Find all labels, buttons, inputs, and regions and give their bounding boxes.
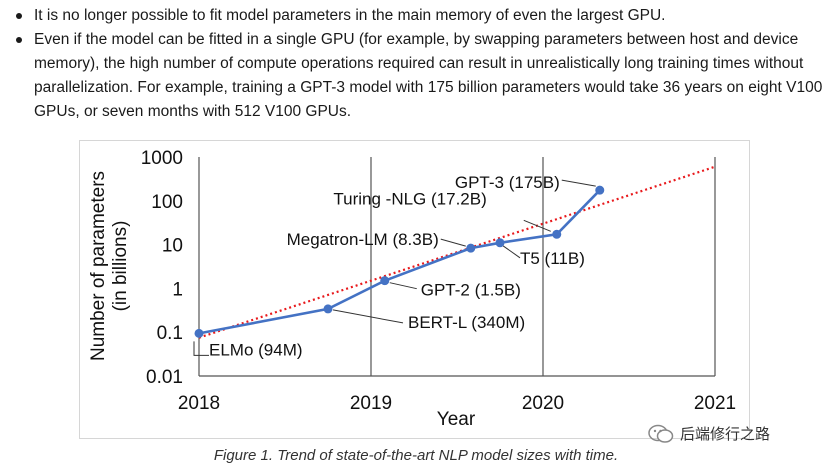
wechat-icon [648,424,674,444]
label-leader [523,219,551,232]
data-point [495,238,505,248]
figure-frame [79,140,750,439]
label-layer: ELMo (94M) BERT-L (340M) GPT-2 (1.5B) Megat… [209,173,585,359]
data-label: GPT-2 (1.5B) [421,281,521,300]
x-tick-label: 2020 [522,393,564,414]
data-label: Turing -NLG (17.2B) [333,189,486,208]
bullet-text: Even if the model can be fitted in a sin… [34,31,823,120]
watermark: 后端修行之路 [648,423,770,444]
data-point [380,276,390,286]
data-label: ELMo (94M) [209,340,303,359]
y-tick-label: 10 [162,236,183,257]
data-point [552,229,562,239]
data-point [194,328,204,338]
grid-layer [198,157,716,376]
bullet-text: It is no longer possible to fit model pa… [34,7,666,24]
data-point [323,304,333,314]
label-leader [389,282,417,290]
y-tick-label: 0.01 [146,367,183,388]
bullet-dot [16,37,22,43]
y-axis-title-line2: (in billions) [110,221,131,312]
figure-caption: Figure 1. Trend of state-of-the-art NLP … [213,447,619,464]
data-label: Megatron-LM (8.3B) [287,230,439,249]
y-tick-label: 1000 [141,148,183,169]
x-axis-title: Year [437,409,476,430]
data-label: GPT-3 (175B) [455,173,560,192]
bullet-item: It is no longer possible to fit model pa… [14,4,828,28]
label-leader [502,245,521,259]
data-point [595,185,605,195]
x-tick-label: 2018 [178,393,220,414]
label-leader [193,341,209,356]
leader-layer [193,179,596,356]
y-tick-label: 100 [151,192,183,213]
data-label: T5 (11B) [520,249,585,268]
bullet-item: Even if the model can be fitted in a sin… [14,28,828,124]
watermark-text: 后端修行之路 [680,426,771,443]
data-point [466,243,476,253]
bullet-list: It is no longer possible to fit model pa… [14,4,828,124]
x-tick-label: 2021 [694,393,736,414]
y-tick-label: 0.1 [157,323,183,344]
bullet-dot [16,13,22,19]
x-tick-label: 2019 [350,393,392,414]
y-axis-title-line1: Number of parameters [88,171,109,361]
label-leader [332,309,404,324]
series-layer [194,185,605,338]
data-label: BERT-L (340M) [408,313,525,332]
y-tick-label: 1 [172,279,183,300]
label-leader [561,179,596,187]
axis-layer: 2018 2019 2020 2021 0.01 0.1 1 10 100 1000 [141,148,736,414]
label-leader [440,238,466,247]
y-axis-title: Number of parameters (in billions) [88,171,131,361]
